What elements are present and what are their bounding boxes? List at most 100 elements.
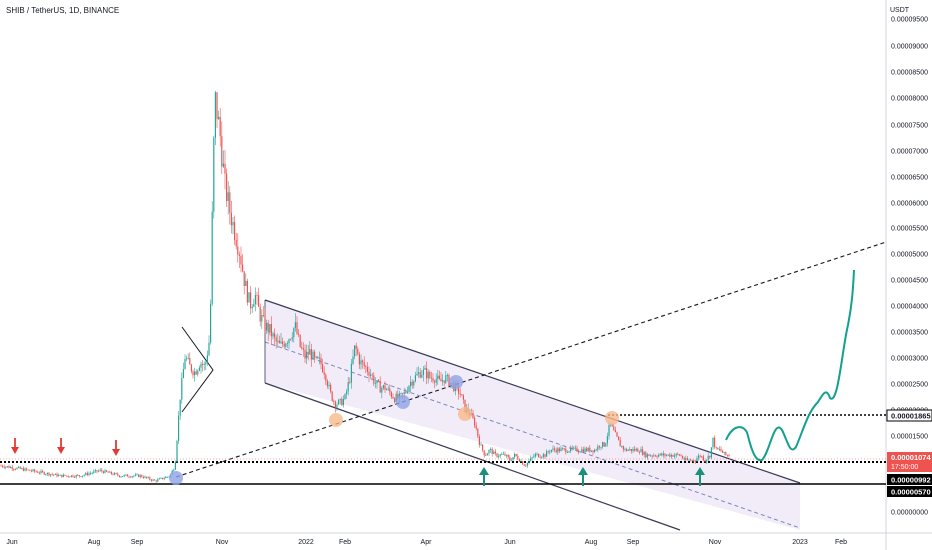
- candle-down: [202, 360, 204, 372]
- candle-up: [160, 477, 162, 479]
- candle-up: [712, 437, 714, 450]
- candle-down: [299, 334, 301, 348]
- candle-down: [226, 168, 228, 207]
- candle-up: [635, 447, 637, 452]
- candle-up: [590, 450, 592, 453]
- candle-down: [219, 108, 221, 147]
- candle-down: [547, 450, 549, 454]
- channel-lower-line[interactable]: [264, 382, 681, 531]
- candle-up: [688, 458, 690, 461]
- price-tick-label: 0.00005500: [891, 226, 928, 233]
- time-tick-label: Sep: [131, 539, 144, 546]
- candle-down: [322, 358, 324, 374]
- candle-down: [270, 316, 272, 345]
- candle-up: [650, 454, 652, 457]
- candle-down: [192, 369, 194, 379]
- candle-down: [221, 121, 223, 174]
- candle-up: [498, 453, 500, 459]
- candle-up: [550, 449, 552, 454]
- candle-up: [309, 341, 311, 355]
- candle-down: [664, 453, 666, 459]
- candle-up: [480, 441, 482, 446]
- price-tick-label: 0.00004000: [891, 304, 928, 311]
- price-tick-label: 0.00008500: [891, 70, 928, 77]
- candle-up: [75, 474, 77, 479]
- candle-down: [102, 470, 104, 474]
- price-scale[interactable]: USDT 0.000095000.000090000.000085000.000…: [890, 7, 928, 517]
- candle-up: [574, 445, 576, 451]
- candle-up: [131, 475, 133, 479]
- candle-up: [184, 354, 186, 370]
- candle-up: [646, 452, 648, 460]
- candle-down: [38, 471, 40, 475]
- candle-up: [685, 455, 687, 462]
- candle-up: [658, 453, 660, 458]
- candle-up: [88, 471, 90, 477]
- candle-up: [632, 446, 634, 454]
- candle-up: [158, 477, 160, 480]
- candle-down: [630, 448, 632, 454]
- candle-down: [440, 372, 442, 382]
- price-tick-label: 0.00001500: [891, 434, 928, 441]
- candle-down: [582, 446, 584, 454]
- candle-up: [205, 360, 207, 370]
- candle-down: [477, 428, 479, 438]
- candle-down: [366, 361, 368, 376]
- time-scale[interactable]: Jun Aug Sep Nov 2022 Feb Apr Jun Aug Sep Nov 2023 Fe…: [6, 539, 847, 546]
- forecast-path[interactable]: [725, 269, 855, 462]
- candle-up: [370, 368, 372, 379]
- candle-up: [344, 393, 346, 401]
- candle-down: [434, 379, 436, 389]
- candle-up: [194, 367, 196, 382]
- candle-down: [419, 367, 421, 379]
- candle-down: [482, 444, 484, 453]
- candle-down: [411, 379, 413, 389]
- candle-down: [578, 449, 580, 455]
- candle-down: [14, 468, 16, 471]
- price-tick-label: 0.00005000: [891, 252, 928, 259]
- candle-down: [234, 215, 236, 246]
- candle-down: [282, 337, 284, 348]
- candle-down: [29, 469, 31, 471]
- candle-down: [438, 370, 440, 381]
- low-price-label: 0.00000570: [891, 488, 931, 497]
- candle-down: [355, 342, 357, 357]
- dashed-trendline[interactable]: [175, 241, 887, 478]
- candle-down: [154, 479, 156, 481]
- candle-down: [325, 373, 327, 386]
- candle-down: [37, 470, 39, 474]
- candle-up: [422, 366, 424, 382]
- candle-up: [245, 273, 247, 287]
- candle-down: [634, 445, 636, 452]
- candle-down: [101, 467, 103, 473]
- candle-down: [237, 233, 239, 263]
- candle-down: [555, 447, 557, 454]
- candle-up: [382, 384, 384, 391]
- candle-down: [78, 474, 80, 478]
- candle-up: [546, 449, 548, 457]
- candle-up: [109, 470, 111, 473]
- candle-up: [427, 369, 429, 384]
- candle-up: [624, 447, 626, 452]
- channel-midline: [264, 341, 801, 529]
- candle-up: [488, 449, 490, 456]
- candle-up: [328, 381, 330, 390]
- candle-down: [30, 469, 32, 473]
- candle-down: [146, 476, 148, 480]
- candle-down: [80, 476, 82, 478]
- candle-up: [62, 473, 64, 478]
- candle-down: [112, 472, 114, 476]
- candle-up: [163, 476, 165, 481]
- candle-up: [114, 471, 116, 476]
- candle-down: [22, 466, 24, 472]
- candle-down: [250, 286, 252, 315]
- candle-up: [288, 338, 290, 350]
- triangle-pattern[interactable]: [181, 326, 214, 413]
- candle-down: [142, 475, 144, 479]
- candle-up: [605, 442, 607, 448]
- candle-up: [133, 475, 135, 478]
- candle-up: [266, 319, 268, 334]
- candle-up: [674, 452, 676, 459]
